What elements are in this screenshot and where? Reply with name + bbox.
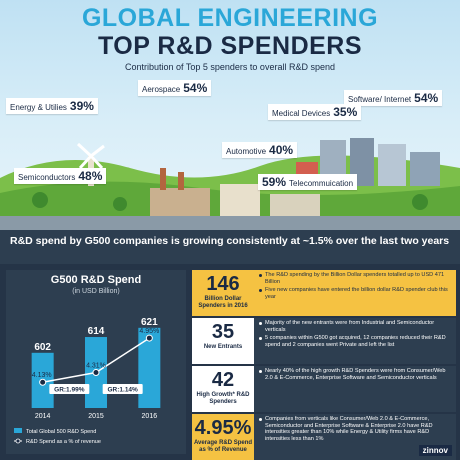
top-section: GLOBAL ENGINEERING TOP R&D SPENDERS Cont… (0, 0, 460, 230)
growth-label: GR:1.14% (107, 387, 138, 394)
zinnov-logo: zinnov (418, 445, 452, 456)
pct-point (39, 378, 47, 386)
stat-caption: New Entrants (203, 344, 243, 350)
rd-spend-chart-panel: G500 R&D Spend (in USD Billion) 602 2014 6… (6, 270, 186, 454)
sector-label-medical: Medical Devices 35% (268, 104, 362, 120)
legend-swatch-point (15, 438, 21, 444)
x-tick-label: 2015 (88, 413, 104, 420)
sector-label-aerospace: Aerospace 54% (138, 80, 212, 96)
sector-label-semiconductors: Semiconductors 48% (14, 168, 107, 184)
growth-badge (102, 384, 143, 394)
stat-average-rd-spend: 4.95% Average R&D Spend as % of Revenue C… (192, 414, 456, 460)
sector-label-energy: Energy & Utilies 39% (6, 98, 98, 114)
stat-caption: Average R&D Spend as % of Revenue (193, 440, 253, 453)
stat-high-growth-spenders: 42 High Growth* R&D Spenders Nearly 40% o… (192, 366, 456, 412)
stat-bullet: The R&D spending by the Billion Dollar s… (258, 272, 454, 285)
stat-bullet: Nearly 40% of the high growth R&D Spende… (258, 368, 454, 381)
pct-point (92, 369, 100, 377)
pct-label: 4.13% (32, 372, 52, 379)
bar-value-label: 614 (88, 326, 105, 337)
stat-billion-dollar-spenders: 146 Billion Dollar Spenders in 2016 The R… (192, 270, 456, 316)
x-tick-label: 2014 (35, 413, 51, 420)
page-title-line2: TOP R&D SPENDERS (97, 32, 363, 60)
chart-title: G500 R&D Spend (50, 274, 142, 286)
rd-spend-chart: 602 2014 614 2015 621 2016 4.13% 4.31% 4.95% GR:1… (14, 317, 161, 445)
pct-label: 4.95% (139, 328, 159, 335)
stat-new-entrants: 35 New Entrants Majority of the new entra… (192, 318, 456, 364)
bar (138, 327, 161, 408)
stat-number: 4.95% (194, 417, 252, 439)
stat-caption: High Growth* R&D Spenders (196, 392, 250, 405)
sector-label-automotive: Automotive 40% (222, 142, 298, 158)
bottom-section: G500 R&D Spend (in USD Billion) 602 2014 6… (0, 264, 460, 460)
stat-bullets: Majority of the new entrants were from I… (258, 320, 454, 350)
stat-bullet: Majority of the new entrants were from I… (258, 320, 454, 333)
chart-unit: (in USD Billion) (72, 288, 120, 295)
stat-bullets: The R&D spending by the Billion Dollar s… (258, 272, 454, 302)
pct-point (145, 334, 153, 342)
bar-value-label: 602 (34, 342, 51, 353)
stat-number: 35 (211, 321, 235, 343)
stat-bullet: 5 companies within G500 got acquired, 12… (258, 335, 454, 348)
legend-label: Total Global 500 R&D Spend (26, 429, 96, 435)
sector-label-software: Software/ Internet 54% (344, 90, 443, 106)
bar-value-label: 621 (141, 317, 158, 328)
pct-label: 4.31% (86, 363, 106, 370)
stat-bullet: Five new companies have entered the bill… (258, 287, 454, 300)
sector-label-telecom: 59% Telecommuication (258, 174, 358, 190)
legend-label: R&D Spend as a % of revenue (26, 439, 101, 445)
growth-badge (49, 384, 90, 394)
page-title-line1: GLOBAL ENGINEERING (81, 4, 379, 32)
stat-bullet: Companies from verticals like Consumer/W… (258, 416, 454, 442)
growth-statement-band: R&D spend by G500 companies is growing c… (0, 230, 460, 264)
page-subtitle: Contribution of Top 5 spenders to overal… (125, 62, 335, 72)
stat-number: 146 (206, 273, 240, 295)
stat-bullets: Nearly 40% of the high growth R&D Spende… (258, 368, 454, 383)
stat-caption: Billion Dollar Spenders in 2016 (198, 296, 248, 309)
stat-number: 42 (211, 369, 235, 391)
x-tick-label: 2016 (142, 413, 158, 420)
stat-bullets: Companies from verticals like Consumer/W… (258, 416, 454, 444)
growth-label: GR:1.99% (54, 387, 85, 394)
legend-swatch-bar (14, 428, 22, 433)
